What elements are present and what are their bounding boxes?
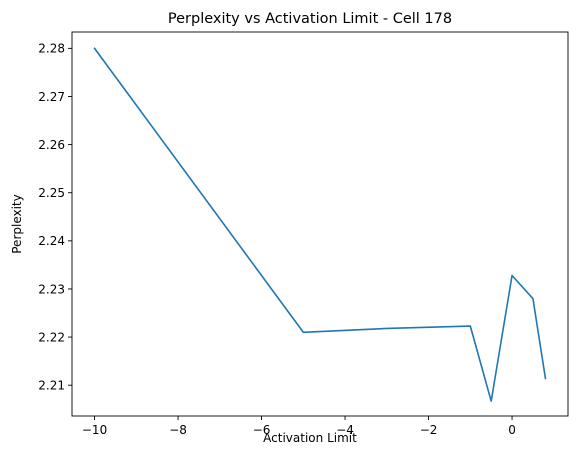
- x-tick-label: −6: [253, 423, 271, 437]
- x-tick-label: 0: [508, 423, 516, 437]
- y-tick-label: 2.25: [38, 186, 65, 200]
- y-tick-label: 2.22: [38, 330, 65, 344]
- y-tick-label: 2.26: [38, 138, 65, 152]
- chart-title: Perplexity vs Activation Limit - Cell 17…: [168, 11, 452, 27]
- y-tick-label: 2.23: [38, 282, 65, 296]
- y-tick-label: 2.24: [38, 234, 65, 248]
- x-tick-label: −8: [169, 423, 187, 437]
- y-tick-label: 2.27: [38, 90, 65, 104]
- plot-area: −10 −8 −6 −4 −2 0 2.21 2.22 2.23 2.24 2.25 2.26 2.27…: [38, 31, 569, 437]
- axes-frame: [71, 31, 569, 417]
- y-tick-label: 2.28: [38, 42, 65, 56]
- x-tick-label: −4: [336, 423, 354, 437]
- x-tick-label: −2: [420, 423, 438, 437]
- x-tick-label: −10: [82, 423, 107, 437]
- x-axis-label: Activation Limit: [263, 431, 357, 445]
- y-tick-label: 2.21: [38, 379, 65, 393]
- y-axis-label: Perplexity: [10, 194, 24, 254]
- series-line-0: [93, 47, 547, 402]
